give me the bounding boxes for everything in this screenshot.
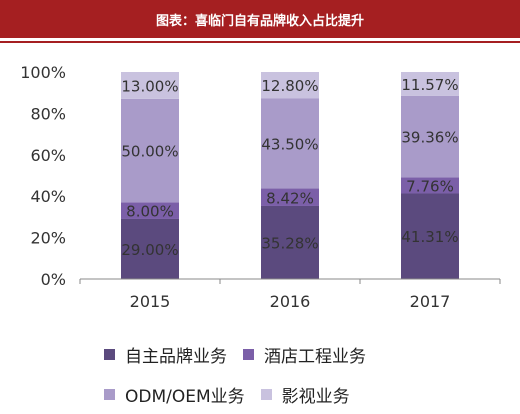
bar-segment <box>121 72 179 99</box>
legend-item-film: 影视业务 <box>260 382 350 407</box>
bar-segment <box>121 98 179 203</box>
data-label: 7.76% <box>406 177 454 195</box>
bar-segment <box>401 193 459 279</box>
legend-item-own-brand: 自主品牌业务 <box>104 342 227 367</box>
bar-segment <box>261 205 319 279</box>
bar-segment <box>121 218 179 279</box>
x-tick-label: 2016 <box>270 292 311 311</box>
data-label: 43.50% <box>261 136 318 154</box>
data-label: 50.00% <box>121 143 178 161</box>
y-tick-label: 40% <box>30 187 66 206</box>
legend-label-odm-oem: ODM/OEM业务 <box>125 386 245 407</box>
data-label: 12.80% <box>261 77 318 95</box>
chart-legend: 自主品牌业务 酒店工程业务 ODM/OEM业务 影视业务 <box>104 334 484 414</box>
y-tick-label: 60% <box>30 146 66 165</box>
legend-label-own-brand: 自主品牌业务 <box>125 346 227 367</box>
legend-item-hotel: 酒店工程业务 <box>243 342 366 367</box>
x-tick-label: 2017 <box>410 292 451 311</box>
data-label: 13.00% <box>121 77 178 95</box>
stacked-bar-chart: 0% 20% 40% 60% 80% 100% 29.00% 8.00% 50.00% 13.00… <box>20 63 501 311</box>
legend-item-odm-oem: ODM/OEM业务 <box>104 382 245 407</box>
legend-label-film: 影视业务 <box>281 386 350 407</box>
bar-segment <box>401 177 459 194</box>
title-divider <box>0 41 520 43</box>
data-label: 8.00% <box>126 203 174 221</box>
legend-row-2: ODM/OEM业务 影视业务 <box>104 374 484 414</box>
data-label: 11.57% <box>401 76 458 94</box>
legend-swatch-film <box>260 388 272 400</box>
y-tick-label: 80% <box>30 104 66 123</box>
y-tick-label: 20% <box>30 229 66 248</box>
bar-segment <box>261 98 319 189</box>
y-tick-label: 100% <box>20 63 66 82</box>
x-tick-label: 2015 <box>130 292 171 311</box>
legend-label-hotel: 酒店工程业务 <box>264 346 366 367</box>
y-tick-label: 0% <box>41 270 66 289</box>
data-label: 41.31% <box>401 228 458 246</box>
data-label: 39.36% <box>401 129 458 147</box>
data-label: 8.42% <box>266 189 314 207</box>
bar-segment <box>401 95 459 178</box>
legend-swatch-own-brand <box>104 348 115 360</box>
chart-title: 图表：喜临门自有品牌收入占比提升 <box>155 13 364 29</box>
bar-segment <box>121 202 179 219</box>
bar-segment <box>401 72 459 96</box>
bar-segment <box>261 72 319 99</box>
legend-swatch-odm-oem <box>104 388 115 400</box>
legend-row-1: 自主品牌业务 酒店工程业务 <box>104 334 484 374</box>
data-label: 29.00% <box>121 241 178 259</box>
legend-swatch-hotel <box>243 348 254 360</box>
bar-segment <box>261 188 319 206</box>
chart-title-bar: 图表：喜临门自有品牌收入占比提升 <box>0 0 520 38</box>
data-label: 35.28% <box>261 234 318 252</box>
